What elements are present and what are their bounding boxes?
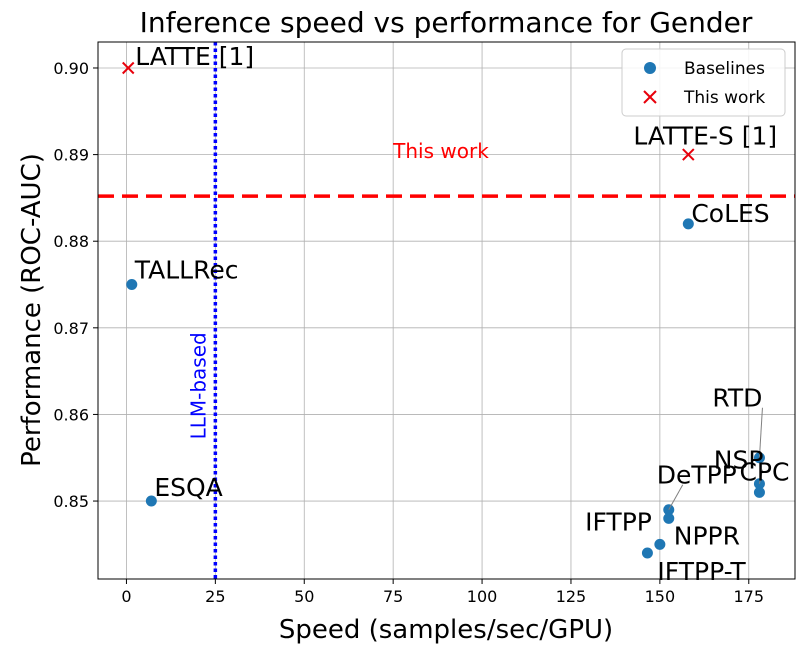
- x-tick-label: 75: [383, 587, 403, 606]
- leader-line: [758, 407, 763, 458]
- marker-latte-1: [122, 61, 135, 75]
- point-label: IFTPP-T: [657, 557, 746, 586]
- y-tick-label: 0.86: [53, 405, 89, 424]
- y-tick-label: 0.90: [53, 59, 89, 78]
- point-label: LATTE [1]: [135, 42, 254, 71]
- point-label: LATTE-S [1]: [633, 122, 777, 151]
- y-tick-label: 0.87: [53, 319, 89, 338]
- legend: Baselines This work: [621, 48, 786, 117]
- point-label: ESQA: [154, 473, 222, 502]
- marker-iftpp: [654, 538, 666, 550]
- x-tick-label: 0: [121, 587, 131, 606]
- y-tick-label: 0.89: [53, 146, 89, 165]
- x-tick-label: 50: [294, 587, 314, 606]
- point-label: RTD: [712, 384, 762, 413]
- point-label: NPPR: [674, 521, 740, 550]
- point-label: TALLRec: [134, 256, 239, 285]
- leader-line: [758, 469, 763, 484]
- point-label: DeTPP: [657, 461, 737, 490]
- marker-cpc: [753, 486, 765, 498]
- chart-title: Inference speed vs performance for Gende…: [140, 6, 753, 39]
- x-tick-label: 175: [733, 587, 764, 606]
- x-tick-label: 125: [556, 587, 587, 606]
- x-tick-label: 25: [205, 587, 225, 606]
- legend-marker-baselines: [644, 62, 656, 74]
- x-tick-label: 100: [467, 587, 498, 606]
- marker-iftpp-t: [641, 547, 653, 559]
- marker-detpp: [663, 504, 675, 516]
- leader-line: [668, 484, 684, 510]
- data-markers: [122, 61, 765, 559]
- this-work-line-label: This work: [392, 139, 489, 163]
- marker-esqa: [145, 495, 157, 507]
- x-tick-label: 150: [645, 587, 676, 606]
- legend-label-this-work: This work: [683, 88, 765, 108]
- point-label: CPC: [739, 457, 789, 486]
- marker-nppr: [663, 512, 675, 524]
- legend-box: [621, 48, 786, 117]
- legend-label-baselines: Baselines: [684, 59, 765, 79]
- llm-based-label: LLM-based: [186, 332, 210, 439]
- marker-tallrec: [126, 279, 138, 291]
- point-label: IFTPP: [585, 507, 652, 536]
- leader-lines: [668, 407, 763, 510]
- y-tick-label: 0.85: [53, 492, 89, 511]
- plot-frame: [97, 41, 796, 580]
- grid: [98, 42, 795, 579]
- y-axis-label: Performance (ROC-AUC): [17, 153, 47, 467]
- legend-marker-this-work: [643, 90, 657, 104]
- y-tick-label: 0.88: [53, 232, 89, 251]
- marker-coles: [682, 218, 694, 230]
- marker-latte-s-1: [682, 148, 695, 161]
- reference-lines: LLM-based This work: [98, 42, 795, 579]
- x-axis-label: Speed (samples/sec/GPU): [279, 615, 613, 645]
- point-label: NSP: [714, 446, 764, 475]
- ticks: 0 25 50 75 100 125 150 175 0.85 0.86 0.87 0.88 0.89 0…: [53, 59, 764, 606]
- point-label: CoLES: [691, 199, 769, 228]
